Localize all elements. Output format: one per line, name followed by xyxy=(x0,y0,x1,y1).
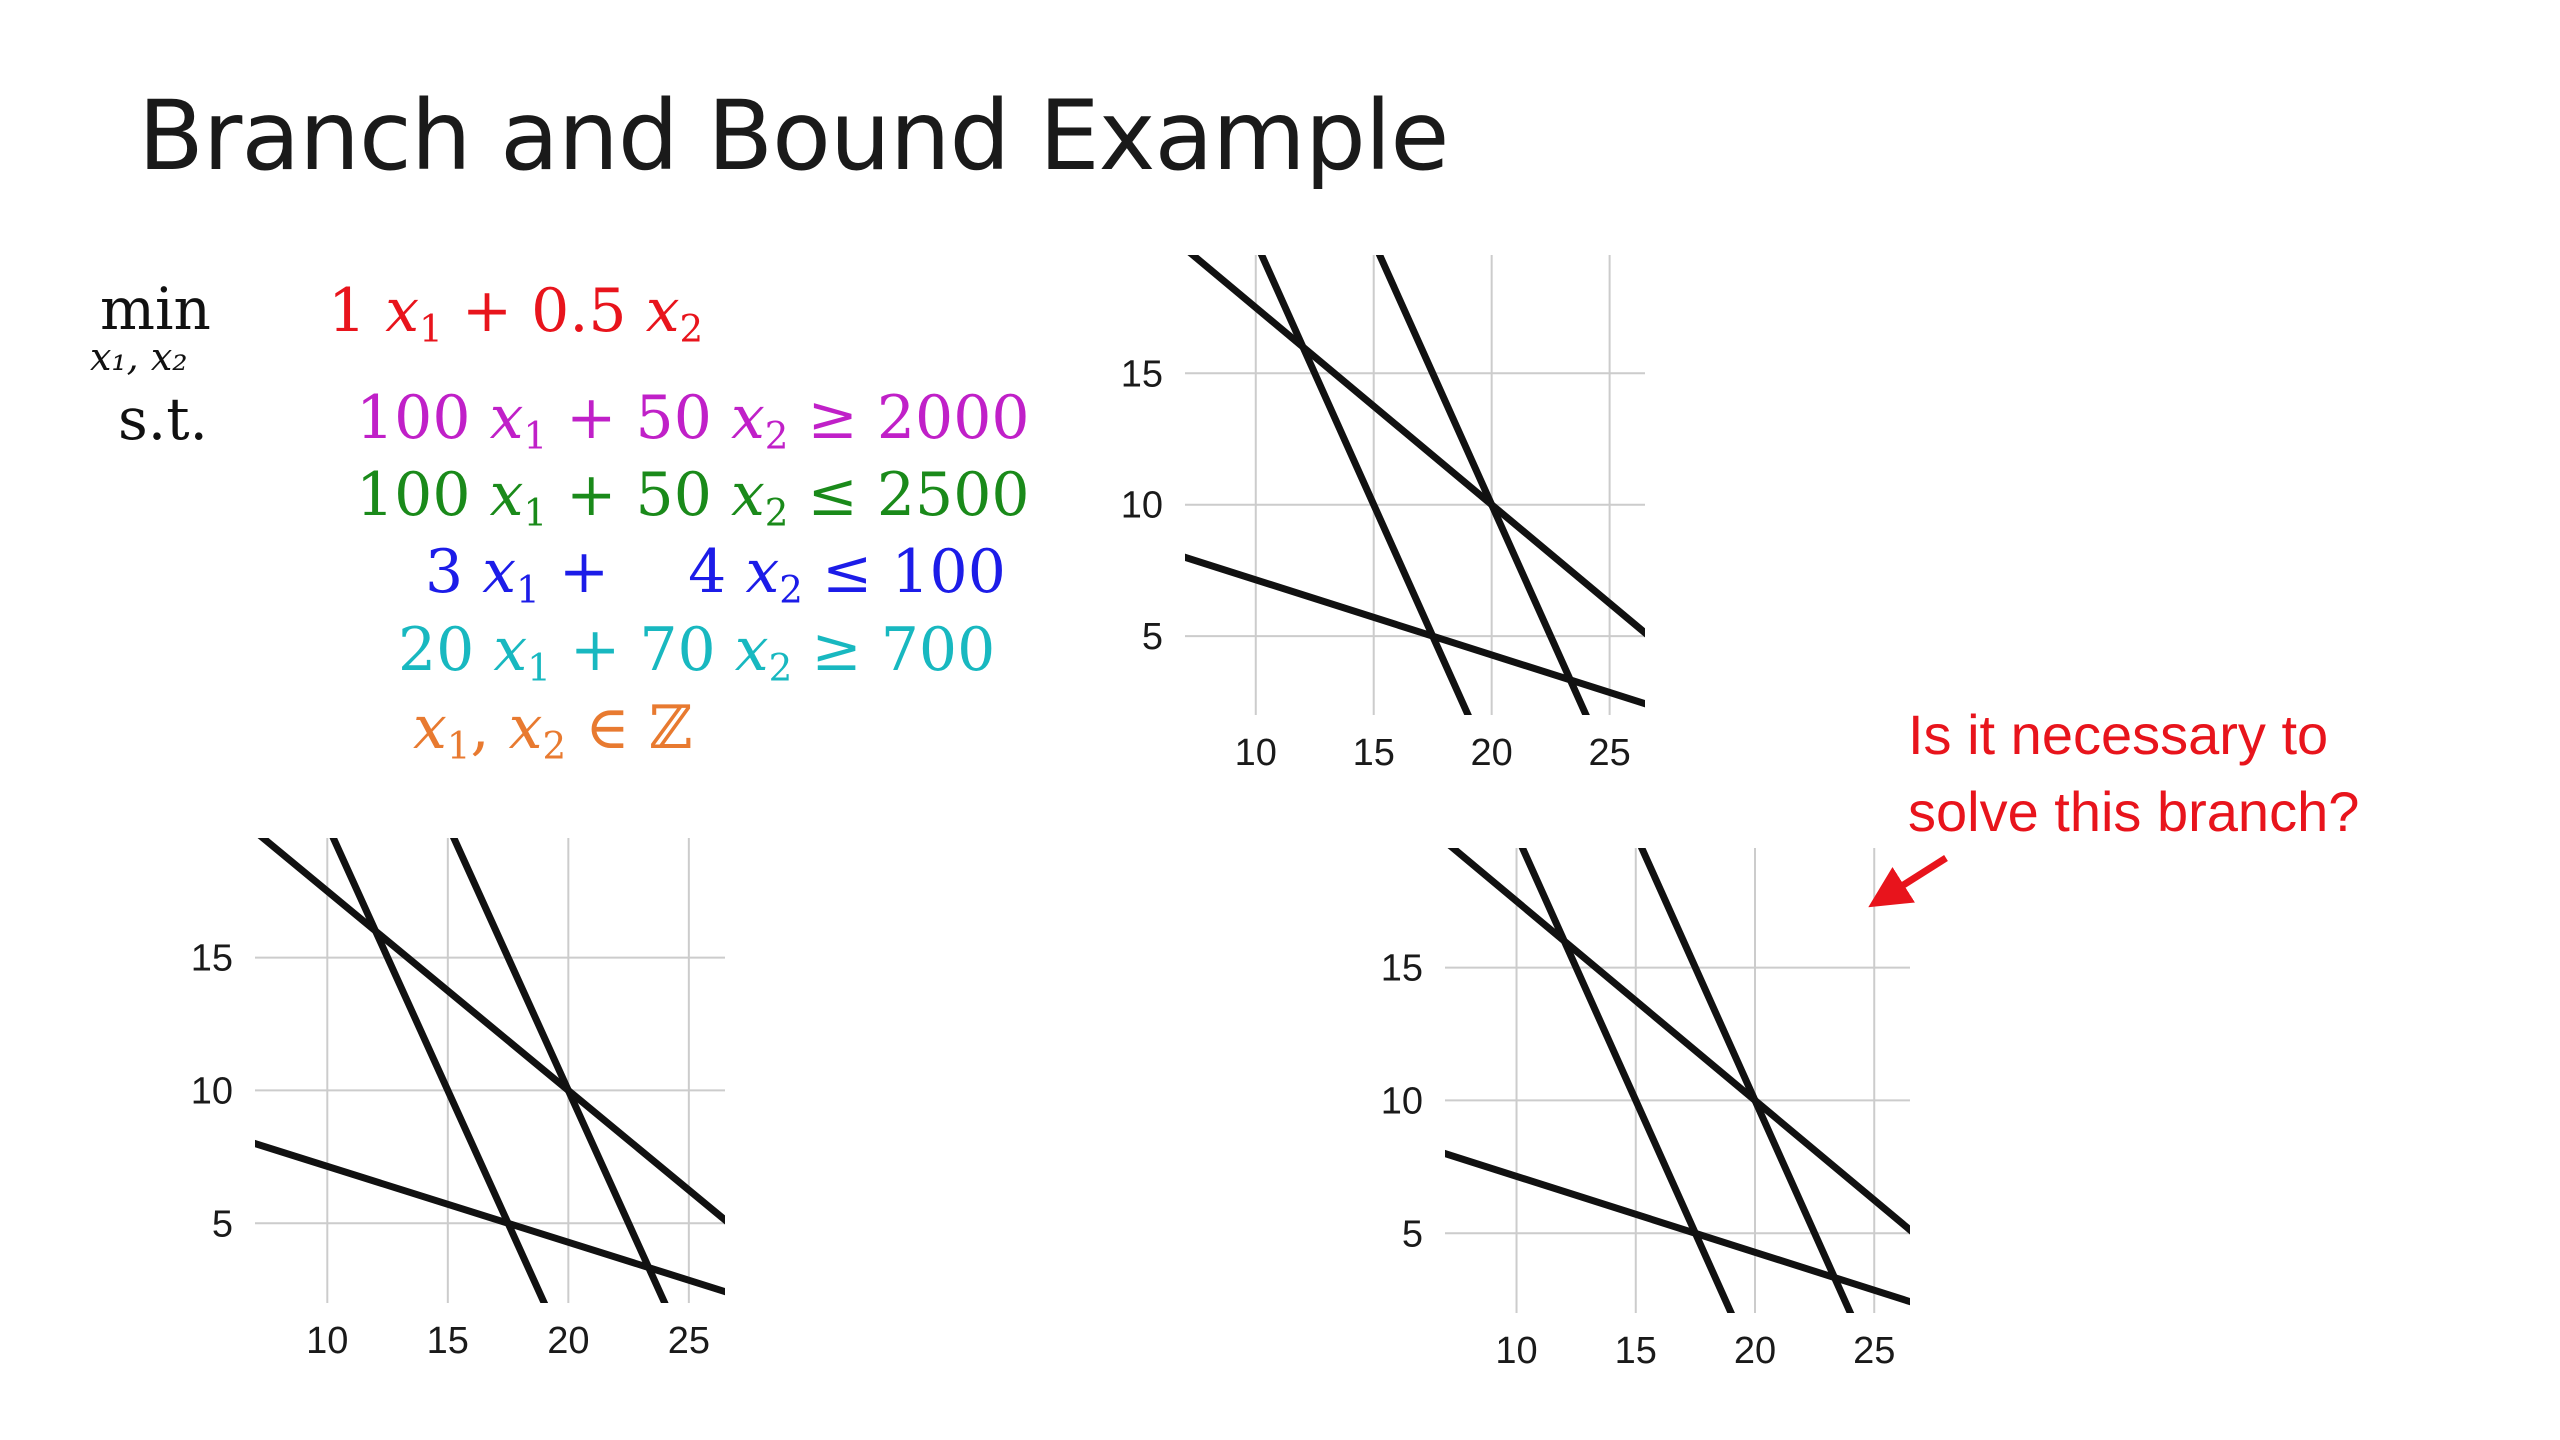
math-token: + 0.5 xyxy=(442,276,646,346)
math-token: , xyxy=(470,693,509,763)
branch-question-note: Is it necessary to solve this branch? xyxy=(1908,696,2359,850)
math-token: 1 xyxy=(516,567,540,612)
math-token: x xyxy=(734,615,769,685)
x-tick-label: 15 xyxy=(1615,1330,1657,1372)
math-token: x xyxy=(508,693,543,763)
y-tick-label: 15 xyxy=(191,938,233,980)
subject-to-label: s.t. xyxy=(118,385,208,453)
math-token: 2 xyxy=(768,645,793,690)
min-operator: min xyxy=(100,275,211,343)
math-token: 20 xyxy=(398,615,494,685)
x-tick-label: 10 xyxy=(306,1320,348,1362)
constraint-line xyxy=(1187,255,1645,638)
math-token: 2 xyxy=(679,306,704,351)
integrality-constraint: x1, x2 ∈ ℤ xyxy=(413,693,693,767)
math-token: 2 xyxy=(764,413,789,458)
math-token: 2 xyxy=(779,567,803,612)
x-tick-label: 10 xyxy=(1235,732,1277,774)
constraint-line xyxy=(257,838,725,1225)
math-token: x xyxy=(730,383,765,453)
plot-top: 10 15 20 25 5 10 15 xyxy=(1121,255,1645,774)
math-token: 2 xyxy=(542,723,567,768)
constraint-line xyxy=(450,838,669,1303)
math-token: ≥ 700 xyxy=(792,615,996,685)
math-token: x xyxy=(730,460,765,530)
math-token: + 50 xyxy=(547,383,731,453)
math-token: 2 xyxy=(764,490,789,535)
x-tick-label: 20 xyxy=(547,1320,589,1362)
constraint-line xyxy=(1445,1149,1910,1306)
x-tick-label: 10 xyxy=(1495,1330,1537,1372)
constraint-line xyxy=(1447,848,1910,1235)
constraint-4: 20 x1 + 70 x2 ≥ 700 xyxy=(398,615,995,689)
x-tick-label: 20 xyxy=(1734,1330,1776,1372)
y-tick-label: 10 xyxy=(1381,1080,1423,1122)
math-token: 1 xyxy=(527,645,551,690)
y-tick-label: 5 xyxy=(1142,616,1163,658)
x-tick-label: 15 xyxy=(427,1320,469,1362)
x-tick-label: 20 xyxy=(1471,732,1513,774)
y-tick-label: 10 xyxy=(191,1070,233,1112)
math-token: x xyxy=(413,693,447,763)
y-tick-label: 5 xyxy=(1402,1213,1423,1255)
math-token: + 4 xyxy=(539,537,746,607)
constraint-line xyxy=(1375,255,1590,715)
math-token: 1 xyxy=(446,723,471,768)
math-token: x xyxy=(493,615,528,685)
constraint-2: 100 x1 + 50 x2 ≤ 2500 xyxy=(356,460,1030,534)
math-token: x xyxy=(482,537,517,607)
x-tick-label: 15 xyxy=(1353,732,1395,774)
y-tick-label: 15 xyxy=(1121,353,1163,395)
math-token: 1 xyxy=(523,413,548,458)
math-token: 1 xyxy=(419,306,443,351)
math-token: ≤ 100 xyxy=(802,537,1006,607)
math-token: x xyxy=(645,276,680,346)
math-token: ≥ 2000 xyxy=(788,383,1030,453)
objective-function: 1 x1 + 0.5 x2 xyxy=(328,276,703,350)
y-tick-label: 5 xyxy=(212,1203,233,1245)
math-token: 3 xyxy=(425,537,483,607)
math-token: 100 xyxy=(356,460,490,530)
math-token: x xyxy=(385,276,420,346)
y-tick-label: 15 xyxy=(1381,948,1423,990)
math-token: + 50 xyxy=(547,460,731,530)
plot-bottom-right: 10 15 20 25 5 10 15 xyxy=(1381,848,1910,1372)
math-token: x xyxy=(489,383,524,453)
math-token: x xyxy=(745,537,780,607)
x-tick-label: 25 xyxy=(668,1320,710,1362)
math-token: ≤ 2500 xyxy=(788,460,1030,530)
math-token: ∈ ℤ xyxy=(566,693,693,763)
math-token: 100 xyxy=(356,383,490,453)
math-token: 1 xyxy=(523,490,548,535)
constraint-1: 100 x1 + 50 x2 ≥ 2000 xyxy=(356,383,1030,457)
constraint-3: 3 x1 + 4 x2 ≤ 100 xyxy=(425,537,1006,611)
min-variables: x₁, x₂ xyxy=(90,335,188,379)
note-line-2: solve this branch? xyxy=(1908,780,2360,843)
slide-title: Branch and Bound Example xyxy=(138,80,1449,192)
plot-bottom-left: 10 15 20 25 5 10 15 xyxy=(191,838,725,1362)
y-tick-label: 10 xyxy=(1121,485,1163,527)
math-token: + 70 xyxy=(550,615,735,685)
constraint-line xyxy=(1185,553,1645,708)
x-tick-label: 25 xyxy=(1853,1330,1895,1372)
constraint-line xyxy=(1637,848,1855,1313)
math-token: 1 xyxy=(328,276,386,346)
constraint-line xyxy=(255,1139,725,1296)
math-token: x xyxy=(489,460,524,530)
x-tick-label: 25 xyxy=(1588,732,1630,774)
note-line-1: Is it necessary to xyxy=(1908,703,2329,766)
